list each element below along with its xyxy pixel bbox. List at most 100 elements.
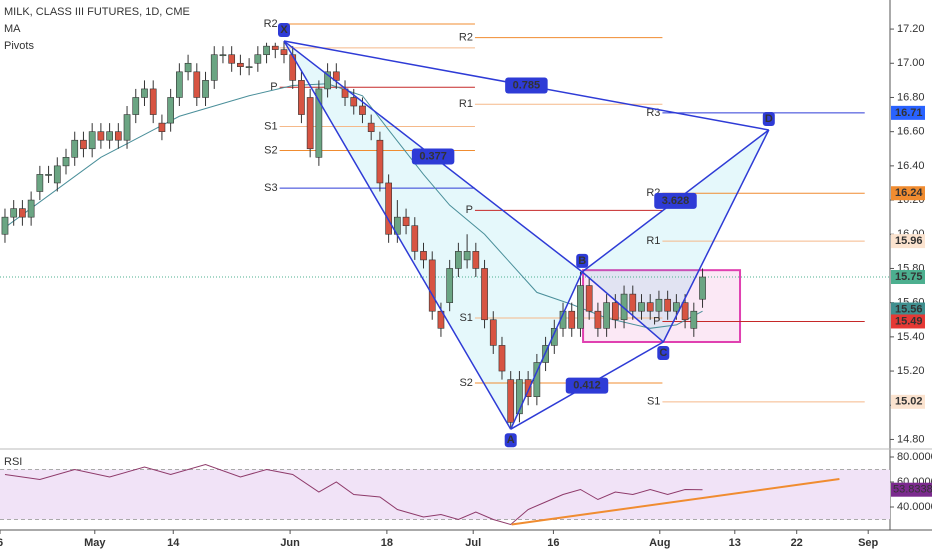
pattern-leg [510, 271, 583, 430]
pivot-label: R2 [264, 18, 278, 30]
x-tick-label: 18 [381, 537, 393, 549]
y-tick-label: 16.40 [897, 160, 925, 172]
candle-body [646, 302, 654, 312]
rsi-y-tick-label: 80.0000 [897, 451, 932, 463]
candle-body [577, 285, 584, 329]
pattern-point-label: X [280, 24, 288, 36]
candle-body [228, 54, 236, 64]
y-tick-label: 16.80 [897, 91, 925, 103]
y-tick-label: 17.20 [897, 23, 925, 35]
candle-body [411, 225, 419, 252]
rsi-trendline [511, 478, 840, 526]
candle-body [237, 62, 244, 67]
x-tick-label: Sep [858, 537, 878, 549]
rsi-band [0, 469, 890, 520]
candle-body [263, 45, 270, 56]
candle-body [280, 49, 288, 56]
candle-body [585, 285, 593, 312]
price-tag-label: 15.02 [895, 396, 923, 408]
candle-body [603, 302, 610, 329]
candle-body [202, 80, 209, 98]
x-tick-label: 13 [729, 537, 741, 549]
ratio-box [654, 192, 697, 209]
y-tick-label: 17.00 [897, 57, 925, 69]
candle-body [690, 310, 698, 329]
price-tag [891, 270, 925, 285]
rsi-tag-label: 53.8338 [893, 484, 932, 496]
x-tick-label: Aug [649, 537, 670, 549]
candle-body [10, 208, 18, 218]
candle-body [350, 97, 358, 107]
x-tick-label: 14 [167, 537, 180, 549]
candle-body [367, 122, 375, 132]
x-tick-label: Jun [280, 537, 300, 549]
pattern-fill [283, 41, 583, 430]
candle-body [219, 54, 227, 57]
candle-body [568, 310, 576, 329]
price-tag [891, 302, 925, 317]
legend-entry: Pivots [4, 40, 34, 52]
pattern-leg [662, 129, 770, 343]
rsi-tag [891, 482, 932, 497]
candle-body [71, 139, 79, 158]
pattern-point-box [277, 23, 290, 38]
y-tick-label: 14.80 [897, 433, 925, 445]
pattern-point-box [504, 433, 517, 448]
x-tick-label: May [84, 537, 106, 549]
x-tick-label: Jul [465, 537, 481, 549]
candle-body [681, 302, 689, 321]
candle-body [106, 131, 113, 141]
candle-body [516, 379, 523, 415]
pivot-label: S2 [264, 144, 277, 156]
pivot-label: S1 [647, 396, 660, 408]
pivot-label: R2 [459, 32, 473, 44]
ratio-label: 0.785 [513, 79, 541, 91]
ratio-box [411, 148, 455, 165]
pattern-point-label: B [578, 255, 586, 267]
candle-body [132, 97, 140, 115]
y-tick-label: 15.20 [897, 365, 925, 377]
candle-body [620, 293, 628, 321]
candle-body [550, 328, 558, 346]
pattern-point-label: A [507, 434, 515, 446]
candle-body [306, 97, 314, 150]
ratio-label: 3.628 [662, 195, 690, 207]
candle-body [114, 131, 122, 141]
candle-body [158, 122, 166, 132]
x-tick-label: 6 [0, 537, 3, 549]
candle-body [655, 298, 663, 312]
candle-body [629, 293, 637, 312]
candle-body [27, 199, 35, 218]
candle-body [385, 182, 392, 235]
candle-body [472, 251, 480, 269]
candle-body [271, 45, 279, 50]
pattern-point-box [576, 253, 589, 268]
y-tick-label: 15.40 [897, 331, 925, 343]
pattern-point-box [762, 111, 775, 126]
candle-body [123, 114, 131, 141]
ratio-box [505, 77, 548, 94]
pivot-label: S1 [459, 312, 472, 324]
pivot-label: R1 [459, 98, 473, 110]
candle-body [210, 54, 218, 81]
pivot-label: P [270, 81, 277, 93]
pattern-point-box [657, 345, 670, 360]
rsi-line [4, 463, 703, 526]
price-tag-label: 15.56 [895, 303, 923, 315]
candle-body [149, 88, 157, 115]
price-tag-label: 15.75 [895, 271, 923, 283]
x-tick-label: 22 [791, 537, 803, 549]
candle-body [498, 345, 506, 372]
price-tag [891, 234, 925, 249]
price-tag-label: 15.49 [895, 315, 923, 327]
candle-body [359, 105, 366, 115]
candle-body [376, 139, 384, 184]
price-tag [891, 186, 925, 201]
ratio-label: 0.377 [419, 150, 447, 162]
legend-entry: MA [4, 23, 21, 35]
candle-body [332, 71, 340, 81]
candle-body [254, 54, 262, 64]
